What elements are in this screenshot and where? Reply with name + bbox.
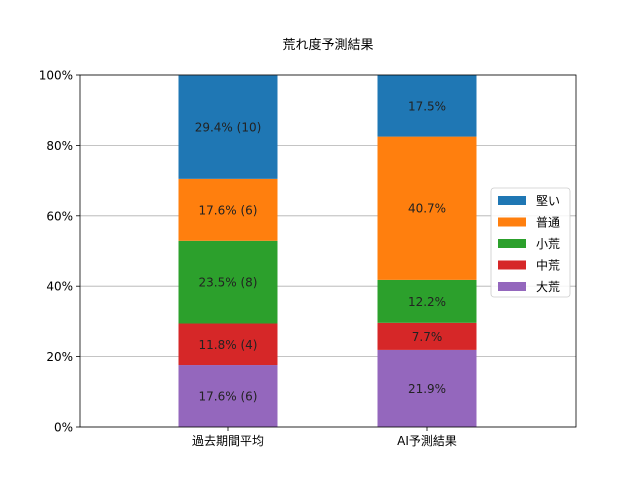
legend-swatch <box>498 196 526 205</box>
bar-segment <box>377 75 477 137</box>
data-label: 17.6% (6) <box>199 390 258 404</box>
legend-swatch <box>498 260 526 270</box>
y-tick-label: 80% <box>46 139 73 153</box>
data-label: 40.7% <box>408 202 446 216</box>
data-label: 7.7% <box>412 330 443 344</box>
y-tick-label: 60% <box>46 209 73 223</box>
legend-box <box>490 187 571 298</box>
bar-segment <box>178 240 278 324</box>
bar-segment <box>178 365 278 427</box>
data-label: 11.8% (4) <box>199 338 258 352</box>
data-label: 29.4% (10) <box>195 121 262 135</box>
chart-title: 荒れ度予測結果 <box>282 37 373 53</box>
plot-frame <box>79 74 577 428</box>
legend-label: 堅い <box>536 194 560 208</box>
bar-segment <box>377 322 477 350</box>
bar-segment <box>377 349 477 427</box>
legend-swatch <box>498 282 526 291</box>
data-label: 23.5% (8) <box>199 276 258 290</box>
legend-label: 大荒 <box>536 280 560 294</box>
data-label: 12.2% <box>408 295 446 309</box>
x-tick-label: 過去期間平均 <box>192 434 264 448</box>
bar-segment <box>178 75 278 179</box>
bar-segment <box>178 178 278 241</box>
bar-segment <box>178 323 278 366</box>
bar-segment <box>377 136 477 280</box>
data-label: 17.6% (6) <box>199 203 258 217</box>
bar-segment <box>377 279 477 323</box>
y-tick-label: 0% <box>54 421 73 435</box>
x-tick-label: AI予測結果 <box>397 434 457 448</box>
legend-label: 小荒 <box>536 237 560 251</box>
legend-label: 中荒 <box>536 258 560 273</box>
y-tick-label: 20% <box>46 350 73 364</box>
y-tick-label: 100% <box>39 69 73 83</box>
legend-label: 普通 <box>536 216 560 230</box>
legend-swatch <box>498 239 526 248</box>
y-tick-label: 40% <box>46 280 73 294</box>
legend-swatch <box>498 217 526 227</box>
data-label: 21.9% <box>408 382 446 396</box>
data-label: 17.5% <box>408 99 446 113</box>
